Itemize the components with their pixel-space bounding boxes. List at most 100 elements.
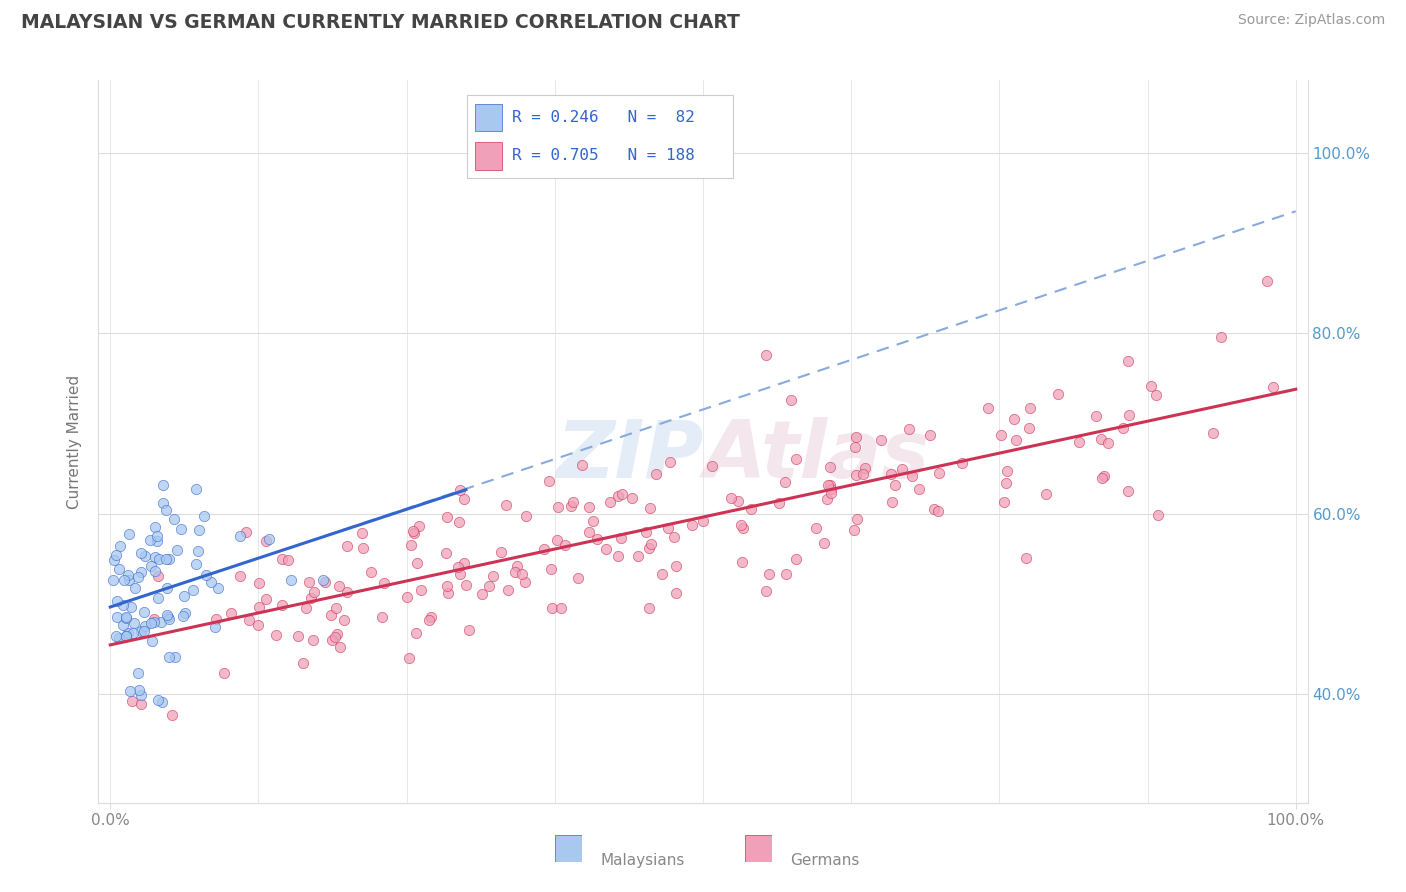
Point xyxy=(247,576,270,591)
Point xyxy=(538,474,561,488)
Point xyxy=(634,524,657,539)
Point xyxy=(727,494,749,508)
Point xyxy=(1015,551,1038,566)
Point xyxy=(447,515,470,529)
Point xyxy=(1144,387,1167,401)
Point xyxy=(405,625,427,640)
Point xyxy=(246,618,269,632)
Point xyxy=(785,452,807,467)
Point xyxy=(254,534,277,549)
Point xyxy=(314,575,336,590)
Point xyxy=(851,467,873,481)
Point xyxy=(567,571,589,585)
Point xyxy=(449,566,471,581)
Point xyxy=(995,465,1018,479)
Point xyxy=(157,552,180,566)
Point xyxy=(977,401,1000,416)
Point xyxy=(207,581,229,595)
Point xyxy=(880,467,903,481)
Point xyxy=(571,458,593,472)
Point xyxy=(157,612,180,626)
Point xyxy=(212,666,235,681)
Point xyxy=(612,487,634,501)
Point xyxy=(104,630,127,644)
Point xyxy=(132,605,155,619)
Y-axis label: Currently Married: Currently Married xyxy=(67,375,83,508)
Point xyxy=(121,694,143,708)
Point xyxy=(129,697,152,711)
Point xyxy=(820,482,842,496)
Point xyxy=(813,536,835,550)
Point xyxy=(141,616,163,631)
Point xyxy=(1147,508,1170,523)
Point xyxy=(112,573,135,587)
Point xyxy=(457,623,479,637)
Point xyxy=(700,458,723,473)
Point xyxy=(1090,432,1112,446)
Point xyxy=(665,586,688,600)
Point xyxy=(181,583,204,598)
Point xyxy=(740,501,762,516)
Point xyxy=(122,616,145,631)
Point xyxy=(540,561,562,575)
Point xyxy=(515,508,537,523)
Point xyxy=(599,495,621,509)
Point xyxy=(503,565,526,579)
Point xyxy=(187,543,209,558)
Point xyxy=(453,556,475,570)
Point xyxy=(581,515,603,529)
Point xyxy=(143,549,166,564)
Point xyxy=(489,545,512,559)
Point xyxy=(101,574,124,588)
Point xyxy=(560,499,582,513)
Point xyxy=(437,586,460,600)
Point xyxy=(950,457,973,471)
Point xyxy=(249,600,271,615)
Point xyxy=(228,529,250,543)
Point xyxy=(901,468,924,483)
Point xyxy=(128,682,150,697)
Text: Malaysians: Malaysians xyxy=(600,854,685,869)
Point xyxy=(173,589,195,603)
Point xyxy=(651,566,673,581)
Point xyxy=(114,610,136,624)
Point xyxy=(755,348,778,362)
Point xyxy=(436,510,458,524)
Point xyxy=(891,462,914,476)
Point xyxy=(1069,435,1091,450)
Point xyxy=(818,459,841,474)
Point xyxy=(108,562,131,576)
Point xyxy=(495,498,517,512)
Point xyxy=(1211,330,1233,344)
Point xyxy=(731,521,754,535)
Point xyxy=(482,569,505,583)
Point xyxy=(108,631,131,645)
Point xyxy=(117,625,139,640)
Point xyxy=(607,489,630,503)
Point xyxy=(238,613,260,627)
Point xyxy=(1097,435,1119,450)
Point xyxy=(157,649,180,664)
Point xyxy=(134,619,156,633)
Point xyxy=(120,600,142,615)
Point xyxy=(1019,401,1042,416)
Point xyxy=(143,520,166,534)
Point xyxy=(638,541,661,555)
Point xyxy=(129,688,152,702)
Point xyxy=(908,482,931,496)
Point xyxy=(820,485,842,500)
Point xyxy=(184,483,207,497)
Point xyxy=(118,527,141,541)
Point xyxy=(918,428,941,442)
Point xyxy=(681,518,703,533)
Point xyxy=(124,582,146,596)
Point xyxy=(478,579,501,593)
Point xyxy=(146,569,169,583)
Point xyxy=(637,601,659,615)
Point xyxy=(928,466,950,480)
Point xyxy=(298,575,321,590)
Point xyxy=(408,519,430,533)
Point xyxy=(640,537,662,551)
Point xyxy=(166,543,188,558)
Point xyxy=(329,640,352,655)
